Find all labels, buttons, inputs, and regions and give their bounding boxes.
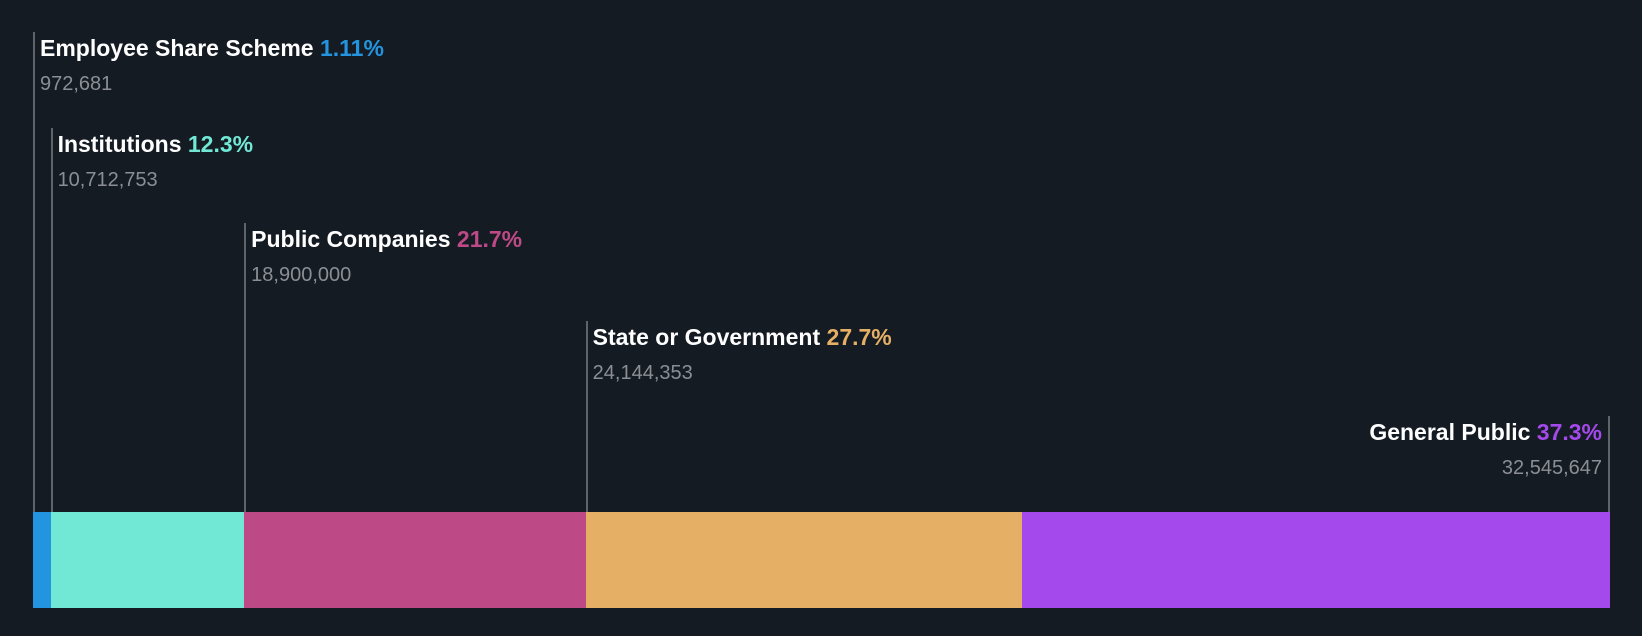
percent-label: 1.11% <box>319 35 384 61</box>
category-name: State or Government <box>592 324 827 350</box>
bar-segment-institutions <box>50 512 245 608</box>
percent-label: 37.3% <box>1536 419 1602 445</box>
category-name: Public Companies <box>251 226 457 252</box>
data-label-institutions: Institutions 12.3% 10,712,753 <box>58 130 254 192</box>
bar-segment-employee-share-scheme <box>33 512 51 608</box>
share-count-label: 32,545,647 <box>1501 457 1602 479</box>
share-count-label: 18,900,000 <box>251 264 352 286</box>
leader-line-state-or-government <box>585 321 588 512</box>
share-count-label: 24,144,353 <box>592 362 693 384</box>
leader-line-institutions <box>50 128 53 512</box>
data-label-state-or-government: State or Government 27.7% 24,144,353 <box>593 323 892 385</box>
bar-segment-public-companies <box>244 512 586 608</box>
category-label: Public Companies 21.7% <box>251 225 522 253</box>
category-name: Institutions <box>57 131 188 157</box>
bar-segment-general-public <box>1021 512 1610 608</box>
data-label-public-companies: Public Companies 21.7% 18,900,000 <box>251 225 522 287</box>
leader-line-general-public <box>1608 416 1610 512</box>
category-label: Employee Share Scheme 1.11% <box>40 34 384 62</box>
percent-label: 27.7% <box>826 324 892 350</box>
leader-line-public-companies <box>244 223 247 512</box>
bar-segment-state-or-government <box>585 512 1022 608</box>
percent-label: 21.7% <box>456 226 523 252</box>
data-label-general-public: General Public 37.3% 32,545,647 <box>1369 418 1602 480</box>
category-name: General Public <box>1369 419 1537 445</box>
category-name: Employee Share Scheme <box>40 35 320 61</box>
leader-line-employee-share-scheme <box>33 32 35 512</box>
data-label-employee-share-scheme: Employee Share Scheme 1.11% 972,681 <box>40 34 384 96</box>
category-label: General Public 37.3% <box>1369 418 1602 446</box>
share-count-label: 972,681 <box>40 73 113 95</box>
category-label: State or Government 27.7% <box>593 323 892 351</box>
percent-label: 12.3% <box>187 131 254 157</box>
share-count-label: 10,712,753 <box>57 169 158 191</box>
category-label: Institutions 12.3% <box>58 130 254 158</box>
